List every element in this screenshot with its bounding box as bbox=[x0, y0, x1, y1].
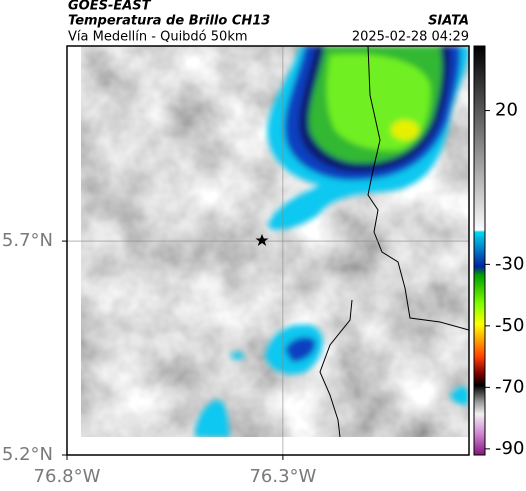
map-frame bbox=[66, 45, 470, 456]
agency: SIATA bbox=[428, 14, 469, 29]
satellite-image bbox=[81, 46, 469, 437]
colorbar-tick-label: -50 bbox=[495, 315, 524, 336]
lat-tick-label: 5.2°N bbox=[2, 444, 53, 465]
lon-tick-label: 76.3°W bbox=[249, 466, 316, 487]
colorbar bbox=[473, 45, 486, 456]
timestamp: 2025-02-28 04:29 bbox=[352, 30, 469, 45]
colorbar-tick-label: -70 bbox=[495, 376, 524, 397]
lon-tick-label: 76.8°W bbox=[34, 466, 101, 487]
satellite: GOES-EAST bbox=[68, 0, 152, 14]
colorbar-tick-label: -90 bbox=[495, 438, 524, 459]
lat-tick-label: 5.7°N bbox=[2, 230, 53, 251]
colorbar-tick-label: 20 bbox=[495, 100, 518, 121]
product: Temperatura de Brillo CH13 bbox=[68, 14, 270, 29]
colorbar-tick-label: -30 bbox=[495, 253, 524, 274]
city-marker bbox=[255, 234, 269, 246]
region: Vía Medellín - Quibdó 50km bbox=[68, 30, 248, 45]
